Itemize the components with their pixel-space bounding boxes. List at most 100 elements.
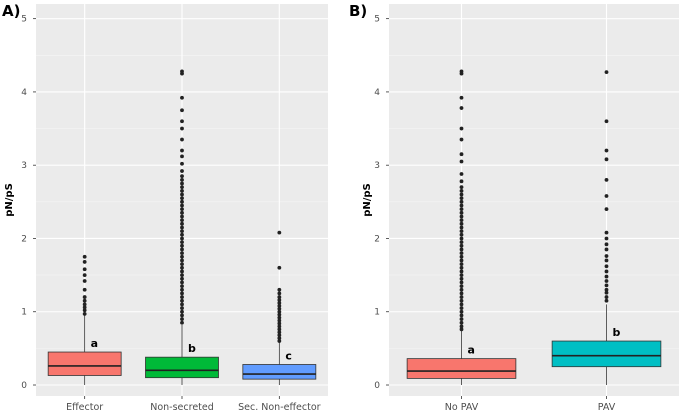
outlier-point (604, 258, 609, 263)
outlier-point (459, 243, 464, 248)
outlier-point (180, 276, 184, 281)
y-axis-label: pN/pS (362, 183, 373, 217)
outlier-point (459, 269, 464, 274)
outlier-point (277, 295, 282, 299)
outlier-point (604, 279, 609, 283)
significance-letter: c (285, 349, 292, 362)
outlier-point (459, 240, 464, 245)
significance-letter: b (613, 326, 621, 339)
outlier-point (459, 229, 464, 234)
outlier-point (180, 251, 184, 256)
outlier-point (180, 240, 184, 245)
outlier-point (459, 251, 464, 256)
outlier-point (180, 269, 184, 274)
outlier-point (459, 106, 464, 110)
x-tick-label: No PAV (445, 402, 479, 412)
outlier-point (180, 108, 184, 113)
outlier-point (82, 254, 87, 259)
y-tick-label: 1 (21, 308, 27, 318)
outlier-point (604, 254, 609, 258)
outlier-point (459, 298, 464, 303)
outlier-point (604, 194, 609, 198)
outlier-point (180, 229, 184, 234)
outlier-point (180, 273, 184, 278)
outlier-point (277, 318, 282, 323)
outlier-point (82, 287, 87, 292)
outlier-point (277, 291, 282, 296)
outlier-point (180, 119, 184, 124)
outlier-point (82, 298, 87, 303)
x-tick-label: Effector (66, 402, 103, 412)
outlier-point (180, 95, 184, 100)
outlier-point (277, 336, 282, 341)
x-tick-label: Non-secreted (150, 402, 214, 412)
outlier-point (459, 287, 464, 292)
iqr-box (47, 351, 122, 376)
y-tick-label: 0 (374, 381, 380, 391)
outlier-point (459, 137, 464, 142)
panel-label: B) (349, 2, 367, 20)
outlier-point (180, 302, 184, 307)
outlier-point (604, 119, 609, 124)
outlier-point (82, 295, 87, 299)
x-tick-label: Sec. Non-effector (238, 402, 321, 412)
iqr-box (551, 340, 662, 368)
outlier-point (459, 247, 464, 252)
outlier-point (277, 324, 282, 329)
outlier-point (180, 298, 184, 303)
outlier-point (180, 188, 184, 193)
outlier-point (604, 242, 609, 247)
outlier-point (180, 295, 184, 299)
outlier-point (180, 207, 184, 212)
outlier-point (180, 137, 184, 142)
outlier-point (180, 313, 184, 318)
outlier-point (604, 247, 609, 252)
outlier-point (459, 232, 464, 237)
y-tick-label: 5 (374, 15, 380, 25)
iqr-box (145, 356, 219, 379)
outlier-point (459, 218, 464, 223)
outlier-point (180, 185, 184, 190)
outlier-point (459, 192, 464, 197)
outlier-point (180, 69, 184, 74)
outlier-point (180, 154, 184, 159)
box-non-secreted: b (145, 69, 219, 386)
outlier-point (180, 214, 184, 219)
y-tick-label: 5 (21, 15, 27, 25)
outlier-point (459, 172, 464, 176)
y-tick-label: 3 (21, 161, 27, 171)
outlier-point (459, 258, 464, 263)
outlier-point (180, 280, 184, 285)
outlier-point (459, 317, 464, 321)
outlier-point (82, 308, 87, 313)
outlier-point (604, 283, 609, 288)
outlier-point (180, 236, 184, 241)
outlier-point (277, 301, 282, 305)
y-tick-label: 1 (374, 308, 380, 318)
outlier-point (180, 265, 184, 270)
outlier-point (180, 291, 184, 296)
outlier-point (277, 312, 282, 317)
outlier-point (459, 302, 464, 307)
outlier-point (180, 192, 184, 197)
outlier-point (604, 148, 609, 153)
outlier-point (180, 174, 184, 179)
outlier-point (459, 327, 464, 332)
outlier-point (459, 324, 464, 329)
y-tick-label: 3 (374, 161, 380, 171)
outlier-point (604, 230, 609, 235)
outlier-point (459, 306, 464, 310)
outlier-point (459, 179, 464, 184)
outlier-point (459, 185, 464, 190)
x-tick-label: PAV (598, 402, 616, 412)
outlier-point (180, 196, 184, 201)
y-tick-label: 4 (21, 88, 27, 98)
outlier-point (82, 260, 87, 264)
outlier-point (180, 181, 184, 186)
outlier-point (277, 230, 282, 235)
outlier-point (180, 243, 184, 248)
outlier-point (459, 309, 464, 314)
outlier-point (459, 291, 464, 296)
outlier-point (459, 284, 464, 288)
